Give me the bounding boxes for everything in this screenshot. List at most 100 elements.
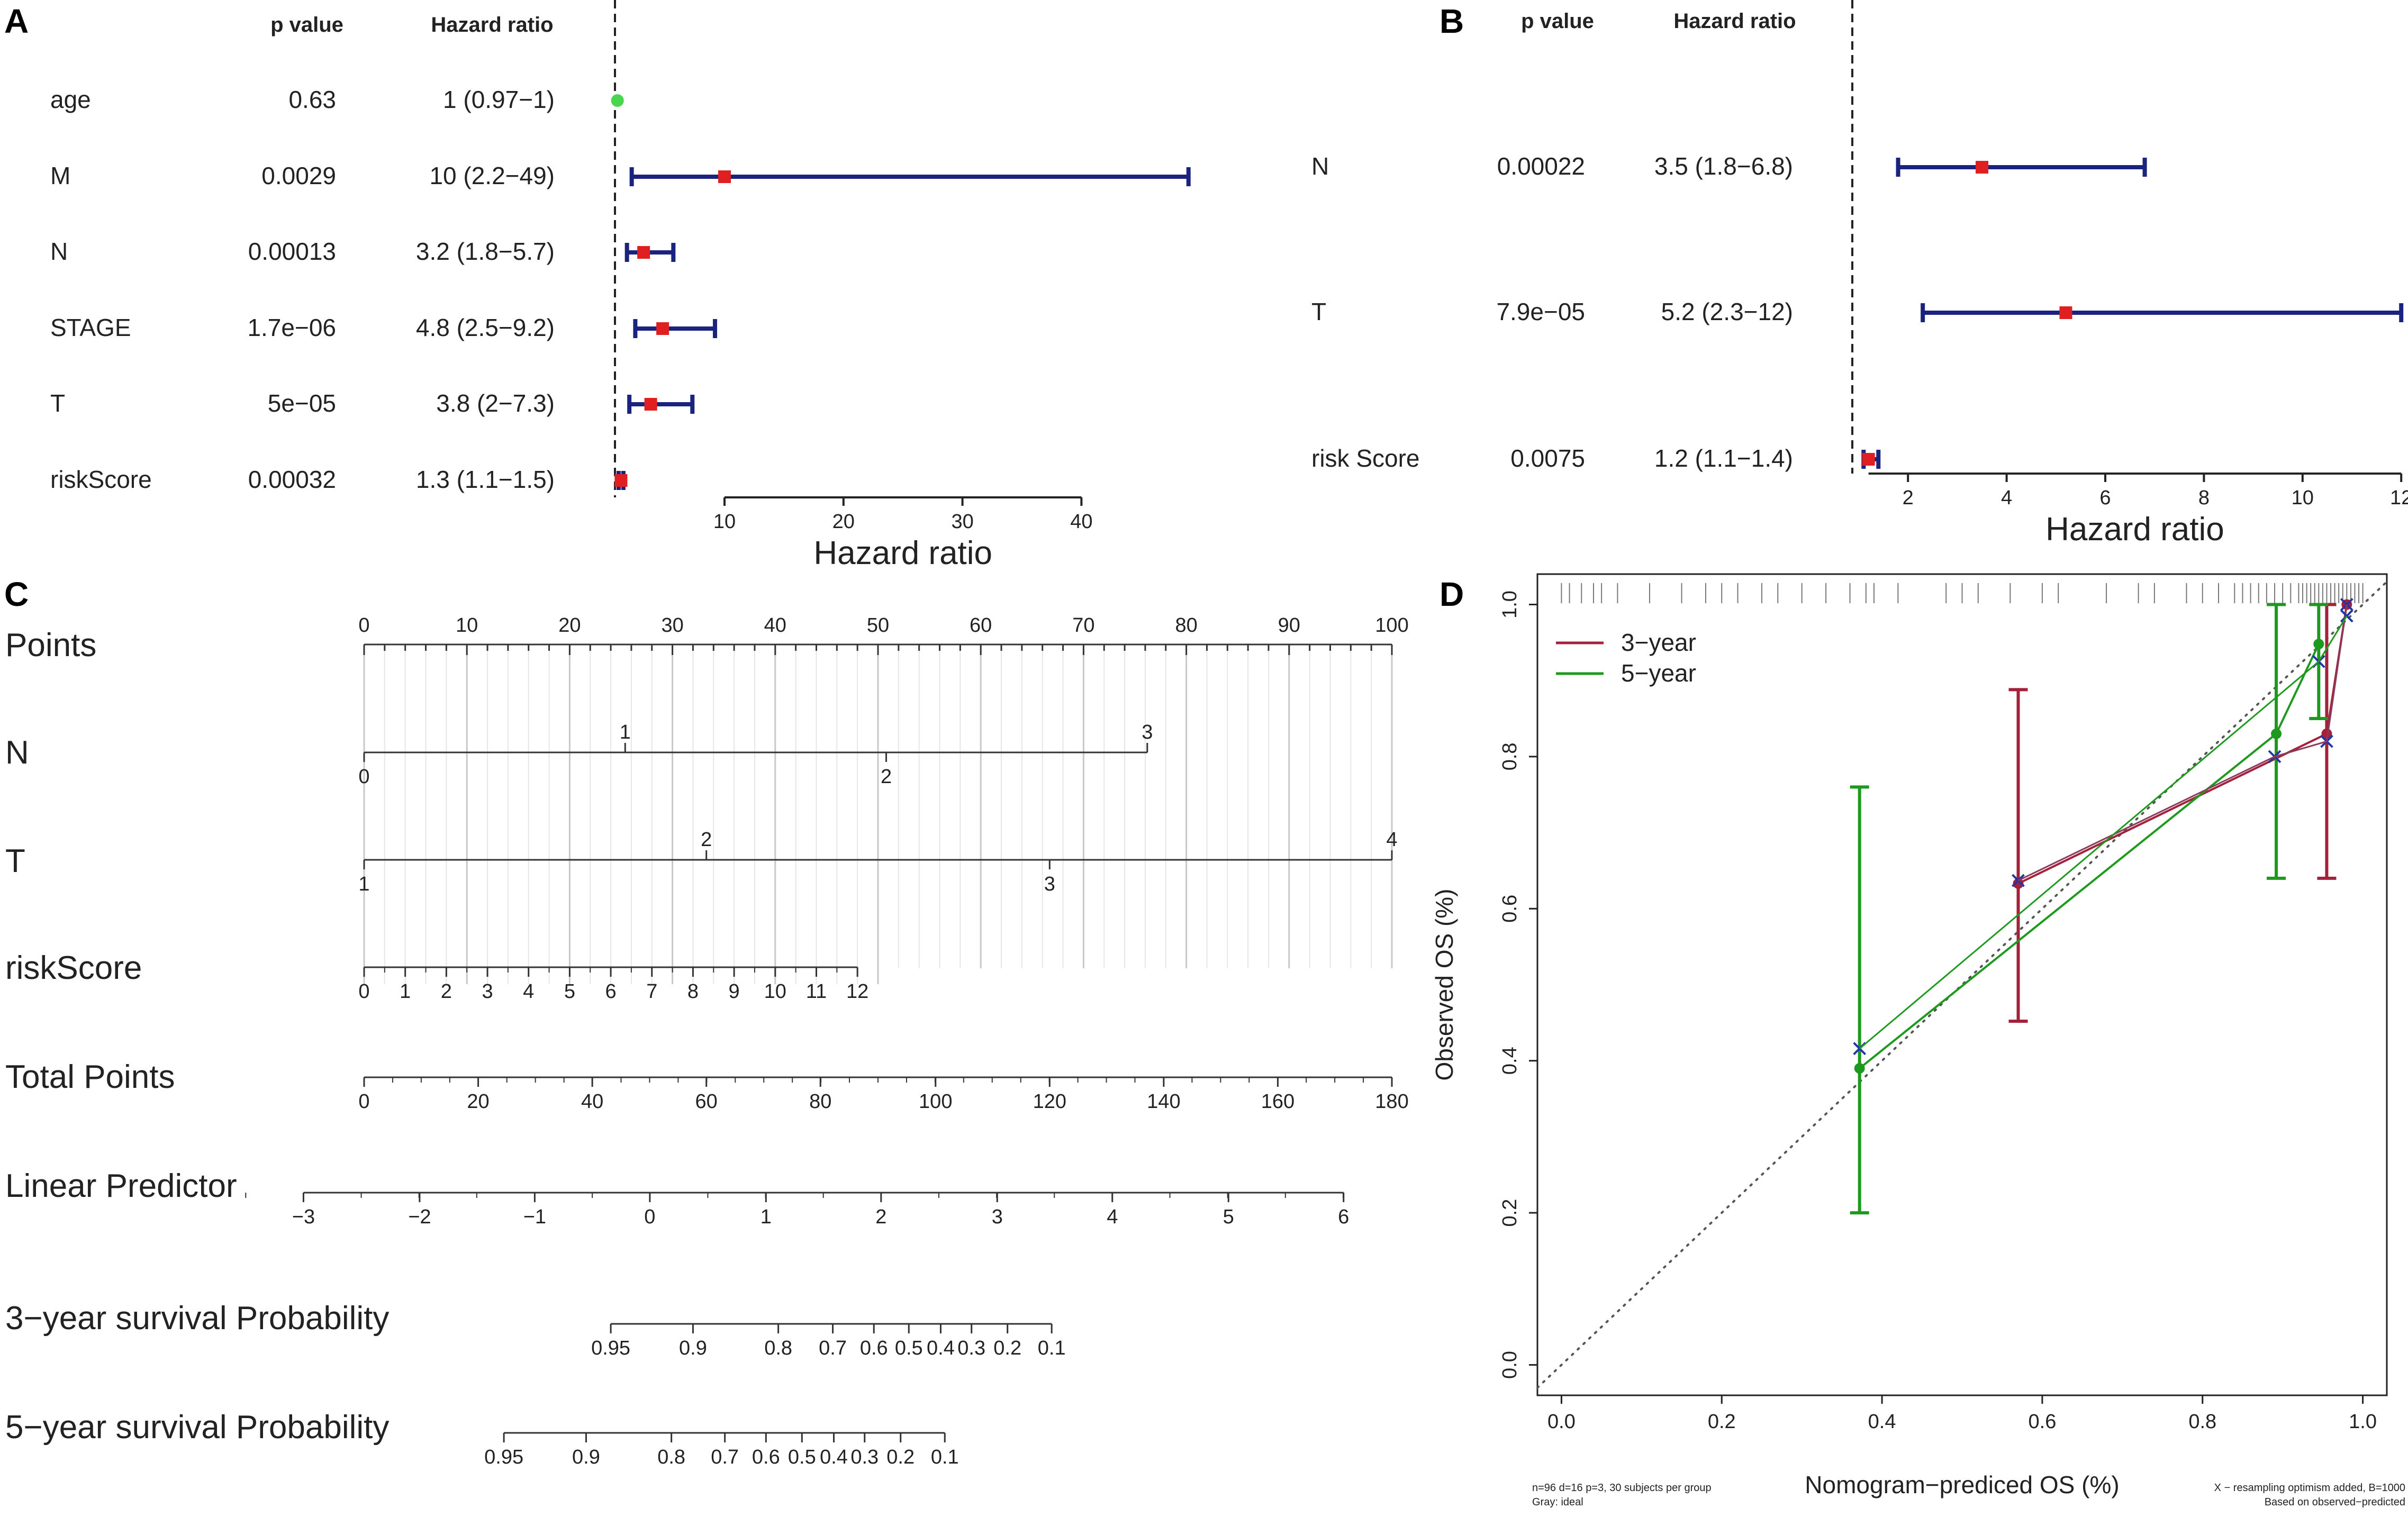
tick-label: 0.95 [484, 1446, 523, 1468]
tick-label: 6 [605, 980, 617, 1003]
hr-point [614, 474, 628, 487]
scale-label: riskScore [5, 950, 142, 986]
hr-point [1862, 453, 1875, 466]
tick-label: 2 [441, 980, 452, 1003]
x-tick-label: 1.0 [2349, 1411, 2377, 1433]
hr-point [644, 398, 657, 411]
p-value: 0.0075 [1510, 444, 1585, 472]
tick-label: 100 [1375, 614, 1408, 637]
y-axis-title: Observed OS (%) [1431, 889, 1458, 1081]
tick-label: 100 [919, 1091, 952, 1113]
row-label: riskScore [50, 466, 152, 493]
tick-label: 60 [970, 614, 992, 637]
panel-letter-c: C [4, 575, 29, 613]
x-tick-label: 8 [2198, 487, 2210, 509]
scale-label: Linear Predictor [5, 1168, 237, 1204]
tick-label: 2 [875, 1206, 886, 1228]
tick-label: 0.4 [820, 1446, 848, 1468]
x-tick-label: 0.2 [1708, 1411, 1736, 1433]
tick-label: 120 [1033, 1091, 1066, 1113]
tick-label: 0.3 [957, 1337, 985, 1359]
row-label: N [1311, 152, 1329, 180]
tick-label: 0.9 [679, 1337, 707, 1359]
hr-ci-text: 3.8 (2−7.3) [436, 389, 555, 417]
tick-label: 60 [695, 1091, 718, 1113]
p-value: 1.7e−06 [247, 314, 336, 341]
tick-label: 0 [644, 1206, 655, 1228]
scale-label: Total Points [5, 1059, 175, 1095]
panel-letter-d: D [1440, 575, 1464, 613]
p-value: 0.00013 [248, 238, 336, 265]
footnote: Based on observed−predicted [2265, 1496, 2405, 1508]
tick-label: 50 [867, 614, 889, 637]
hr-point [1976, 161, 1988, 174]
tick-label: 6 [1338, 1206, 1349, 1228]
p-value: 0.00022 [1497, 152, 1585, 180]
tick-label: 0 [358, 1091, 369, 1113]
tick-label: −1 [523, 1206, 546, 1228]
hazard-ratio-header: Hazard ratio [431, 13, 553, 37]
x-tick-label: 0.4 [1868, 1411, 1896, 1433]
tick-label: 90 [1278, 614, 1300, 637]
tick-label: 160 [1261, 1091, 1294, 1113]
tick-label: 5 [1223, 1206, 1234, 1228]
tick-label: 0.7 [819, 1337, 847, 1359]
tick-label: 5 [564, 980, 575, 1003]
x-tick-label: 30 [951, 511, 973, 533]
panel-letter-b: B [1440, 2, 1464, 40]
series-line [2017, 604, 2348, 885]
hr-point [2059, 306, 2072, 319]
tick-label: 7 [646, 980, 657, 1003]
tick-label: 0.6 [860, 1337, 888, 1359]
forest-plot-b: p value Hazard ratio N 0.00022 3.5 (1.8−6.8)… [1311, 0, 2408, 548]
x-tick-label: 0.8 [2188, 1411, 2216, 1433]
x-tick-label: 12 [2390, 487, 2408, 509]
tick-label: 0.1 [931, 1446, 959, 1468]
tick-label: 20 [467, 1091, 489, 1113]
ideal-diagonal [1536, 580, 2388, 1389]
row-label: N [50, 238, 68, 265]
tick-label: 3 [1142, 721, 1153, 743]
tick-label: 0.5 [788, 1446, 816, 1468]
scale-label: 3−year survival Probability [5, 1300, 389, 1337]
hr-point [637, 246, 650, 259]
x-axis-title: Nomogram−prediced OS (%) [1805, 1471, 2119, 1498]
p-value: 5e−05 [268, 389, 336, 417]
tick-label: −2 [408, 1206, 431, 1228]
x-axis-title: Hazard ratio [2045, 511, 2224, 548]
y-tick-label: 0.4 [1499, 1047, 1521, 1075]
x-tick-label: 6 [2099, 487, 2111, 509]
tick-label: 0.8 [657, 1446, 685, 1468]
scale-label: 5−year survival Probability [5, 1409, 389, 1446]
tick-label: 80 [1175, 614, 1197, 637]
series-line [1859, 643, 2320, 1069]
hr-ci-text: 1 (0.97−1) [443, 86, 555, 113]
tick-label: 2 [701, 829, 712, 851]
tick-label: 3 [1044, 873, 1055, 895]
forest-plot-a: p value Hazard ratio age 0.63 1 (0.97−1) M 0.0… [50, 0, 1191, 571]
tick-label: 30 [661, 614, 683, 637]
tick-label: 0.5 [895, 1337, 923, 1359]
resample-line [1859, 615, 2348, 1049]
tick-label: 0.3 [850, 1446, 879, 1468]
p-value-header: p value [1521, 10, 1594, 33]
hr-ci-text: 3.2 (1.8−5.7) [416, 238, 555, 265]
tick-label: 0.8 [764, 1337, 792, 1359]
tick-label: 40 [581, 1091, 603, 1113]
x-tick-label: 0.6 [2029, 1411, 2057, 1433]
tick-label: 11 [806, 980, 827, 1003]
hr-point [656, 322, 669, 335]
tick-label: 1 [761, 1206, 772, 1228]
tick-label: 10 [764, 980, 786, 1003]
hr-ci-text: 1.3 (1.1−1.5) [416, 466, 555, 493]
scale-label: N [5, 734, 29, 771]
p-value: 0.0029 [261, 162, 336, 189]
observed-point [2013, 878, 2024, 889]
tick-label: 0.95 [591, 1337, 630, 1359]
hazard-ratio-header: Hazard ratio [1673, 10, 1796, 33]
x-tick-label: 2 [1903, 487, 1914, 509]
calibration-plot-d: 0.0 0.2 0.4 0.6 0.8 1.0 0.0 0.2 0.4 0.6 0.8 1.0 Nomo… [1431, 573, 2405, 1508]
row-label: risk Score [1311, 444, 1419, 472]
x-tick-label: 40 [1070, 511, 1092, 533]
tick-label: 0.9 [572, 1446, 600, 1468]
